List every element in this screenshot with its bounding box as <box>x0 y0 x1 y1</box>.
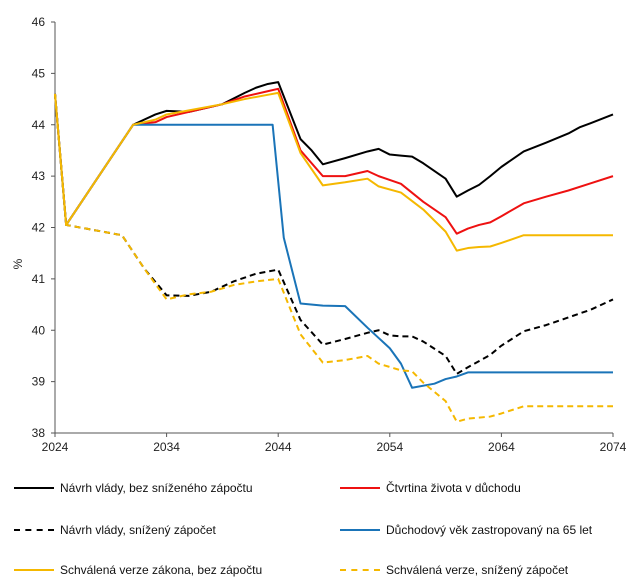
legend-swatch <box>14 487 54 489</box>
chart-axes: 38 39 40 41 42 43 44 45 46 2024 2034 2044 2054 2064 20… <box>32 15 627 454</box>
y-tick-label: 40 <box>32 323 46 337</box>
x-tick-label: 2054 <box>376 440 403 454</box>
series-line-6 <box>54 93 613 423</box>
chart-legend: Návrh vlády, bez sníženého zápočtu Čtvrti… <box>0 474 630 583</box>
chart-series-lines <box>54 81 614 423</box>
legend-item-1: Návrh vlády, bez sníženého zápočtu <box>14 481 253 495</box>
x-tick-label: 2024 <box>42 440 69 454</box>
y-tick-label: 43 <box>32 169 46 183</box>
series-line-5 <box>54 91 613 252</box>
series-line-2 <box>54 87 614 235</box>
y-tick-label: 39 <box>32 375 46 389</box>
y-tick-label: 46 <box>32 15 46 29</box>
series-line-3 <box>54 93 614 375</box>
x-tick-label: 2074 <box>600 440 627 454</box>
x-tick-label: 2034 <box>153 440 180 454</box>
x-tick-label: 2064 <box>488 440 515 454</box>
series-line-1 <box>54 81 614 226</box>
legend-item-3: Návrh vlády, snížený zápočet <box>14 523 216 537</box>
legend-item-2: Čtvrtina života v důchodu <box>340 481 521 495</box>
legend-swatch <box>340 529 380 531</box>
legend-swatch <box>340 487 380 489</box>
legend-item-6: Schválená verze, snížený zápočet <box>340 563 568 577</box>
y-tick-label: 38 <box>32 426 46 440</box>
legend-label: Důchodový věk zastropovaný na 65 let <box>386 523 593 537</box>
y-axis-label: % <box>11 258 25 269</box>
line-chart: 38 39 40 41 42 43 44 45 46 2024 2034 2044 2054 2064 20… <box>11 15 627 454</box>
legend-item-4: Důchodový věk zastropovaný na 65 let <box>340 523 592 537</box>
legend-label: Návrh vlády, bez sníženého zápočtu <box>60 481 253 495</box>
legend-label: Návrh vlády, snížený zápočet <box>60 523 216 537</box>
series-line-4 <box>54 93 613 389</box>
legend-label: Čtvrtina života v důchodu <box>386 481 521 495</box>
legend-swatch <box>14 529 54 531</box>
legend-swatch <box>14 569 54 571</box>
legend-label: Schválená verze zákona, bez zápočtu <box>60 563 263 577</box>
x-tick-label: 2044 <box>265 440 292 454</box>
y-tick-label: 41 <box>32 272 46 286</box>
legend-item-5: Schválená verze zákona, bez zápočtu <box>14 563 262 577</box>
y-tick-label: 44 <box>32 118 46 132</box>
y-tick-label: 45 <box>32 66 46 80</box>
legend-swatch <box>340 569 380 571</box>
y-tick-label: 42 <box>32 221 46 235</box>
legend-label: Schválená verze, snížený zápočet <box>386 563 569 577</box>
